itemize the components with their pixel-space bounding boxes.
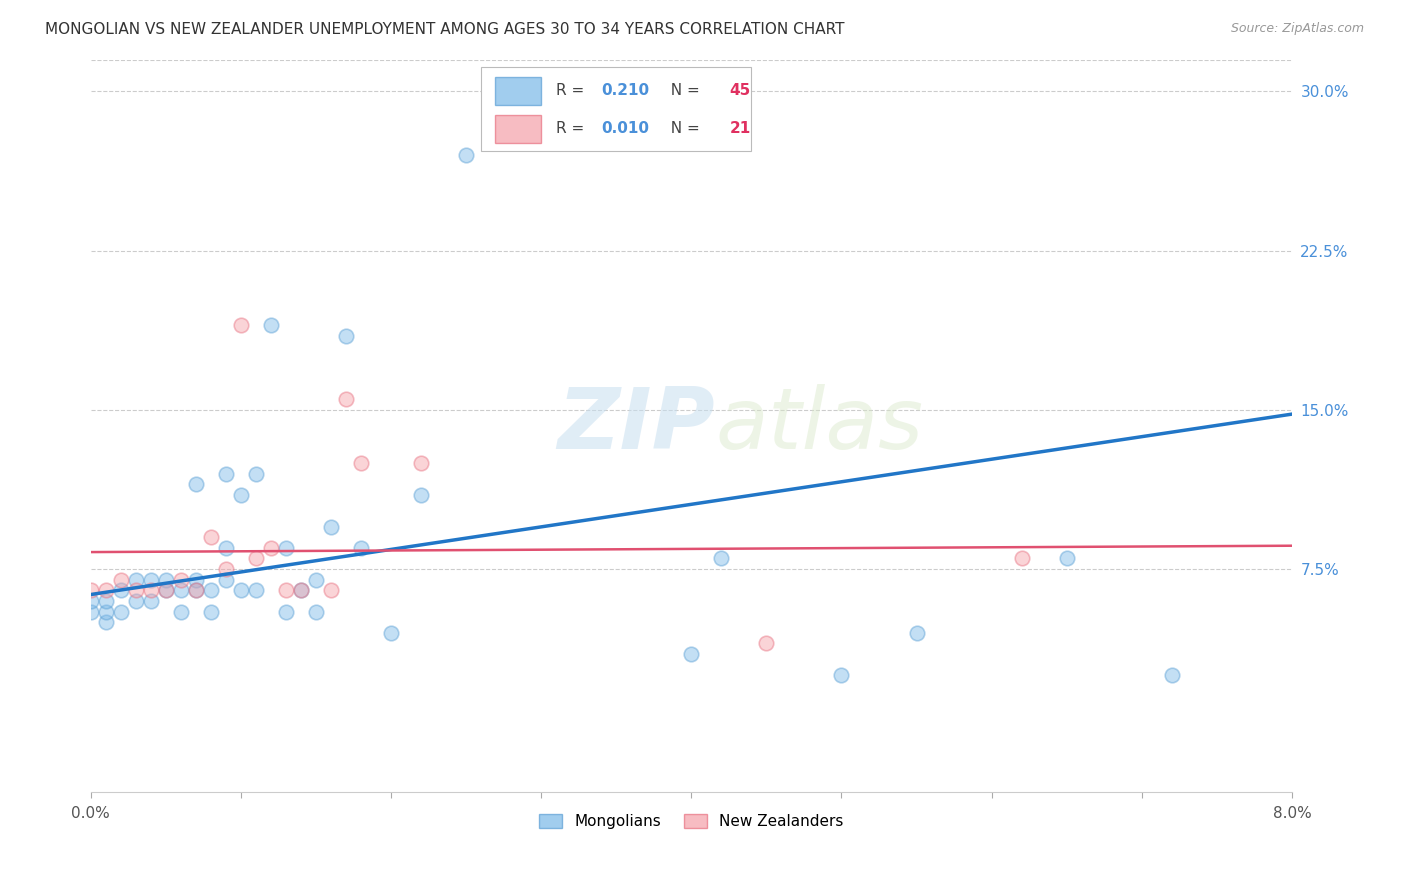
Point <box>155 573 177 587</box>
Text: atlas: atlas <box>716 384 924 467</box>
Point <box>155 583 177 598</box>
Point <box>79 605 101 619</box>
Text: R =: R = <box>555 83 589 98</box>
Point <box>124 583 146 598</box>
Point <box>124 573 146 587</box>
Text: N =: N = <box>661 121 704 136</box>
FancyBboxPatch shape <box>481 67 751 151</box>
Point <box>319 519 342 533</box>
Point <box>1011 551 1033 566</box>
Point <box>110 605 132 619</box>
Point <box>184 583 207 598</box>
Point <box>215 541 238 555</box>
Point <box>260 541 283 555</box>
Point <box>184 583 207 598</box>
Point <box>215 467 238 481</box>
Point <box>155 583 177 598</box>
Point <box>229 488 252 502</box>
Point <box>94 605 117 619</box>
Point <box>139 573 162 587</box>
Point <box>94 583 117 598</box>
Point <box>380 625 402 640</box>
FancyBboxPatch shape <box>495 77 541 105</box>
Point <box>139 583 162 598</box>
Point <box>305 573 328 587</box>
Point <box>184 573 207 587</box>
Point <box>229 318 252 332</box>
Point <box>274 583 297 598</box>
Text: R =: R = <box>555 121 589 136</box>
Point <box>245 583 267 598</box>
Point <box>170 605 193 619</box>
Point <box>170 583 193 598</box>
Point <box>335 328 357 343</box>
Point <box>260 318 283 332</box>
Point <box>290 583 312 598</box>
Point <box>229 583 252 598</box>
Point <box>79 583 101 598</box>
Point <box>905 625 928 640</box>
Point <box>350 541 373 555</box>
Point <box>335 392 357 407</box>
Point <box>274 541 297 555</box>
Point <box>94 594 117 608</box>
Text: 0.010: 0.010 <box>602 121 650 136</box>
Point <box>200 605 222 619</box>
Point <box>79 594 101 608</box>
Point <box>245 467 267 481</box>
Point <box>215 562 238 576</box>
Text: 21: 21 <box>730 121 751 136</box>
Point <box>200 530 222 544</box>
Point <box>215 573 238 587</box>
Point <box>274 605 297 619</box>
Point <box>755 636 778 650</box>
Point <box>94 615 117 629</box>
Text: Source: ZipAtlas.com: Source: ZipAtlas.com <box>1230 22 1364 36</box>
Point <box>124 594 146 608</box>
Point <box>454 148 477 162</box>
FancyBboxPatch shape <box>495 115 541 143</box>
Point <box>409 488 432 502</box>
Point <box>170 573 193 587</box>
Point <box>681 647 703 661</box>
Point <box>110 573 132 587</box>
Point <box>245 551 267 566</box>
Text: 45: 45 <box>730 83 751 98</box>
Point <box>110 583 132 598</box>
Point <box>1160 668 1182 682</box>
Text: MONGOLIAN VS NEW ZEALANDER UNEMPLOYMENT AMONG AGES 30 TO 34 YEARS CORRELATION CH: MONGOLIAN VS NEW ZEALANDER UNEMPLOYMENT … <box>45 22 845 37</box>
Point <box>350 456 373 470</box>
Point <box>290 583 312 598</box>
Point <box>200 583 222 598</box>
Point <box>319 583 342 598</box>
Point <box>409 456 432 470</box>
Text: ZIP: ZIP <box>558 384 716 467</box>
Point <box>1056 551 1078 566</box>
Point <box>830 668 852 682</box>
Point <box>305 605 328 619</box>
Point <box>710 551 733 566</box>
Text: 0.210: 0.210 <box>602 83 650 98</box>
Point <box>184 477 207 491</box>
Legend: Mongolians, New Zealanders: Mongolians, New Zealanders <box>533 808 849 836</box>
Text: N =: N = <box>661 83 704 98</box>
Point <box>139 594 162 608</box>
